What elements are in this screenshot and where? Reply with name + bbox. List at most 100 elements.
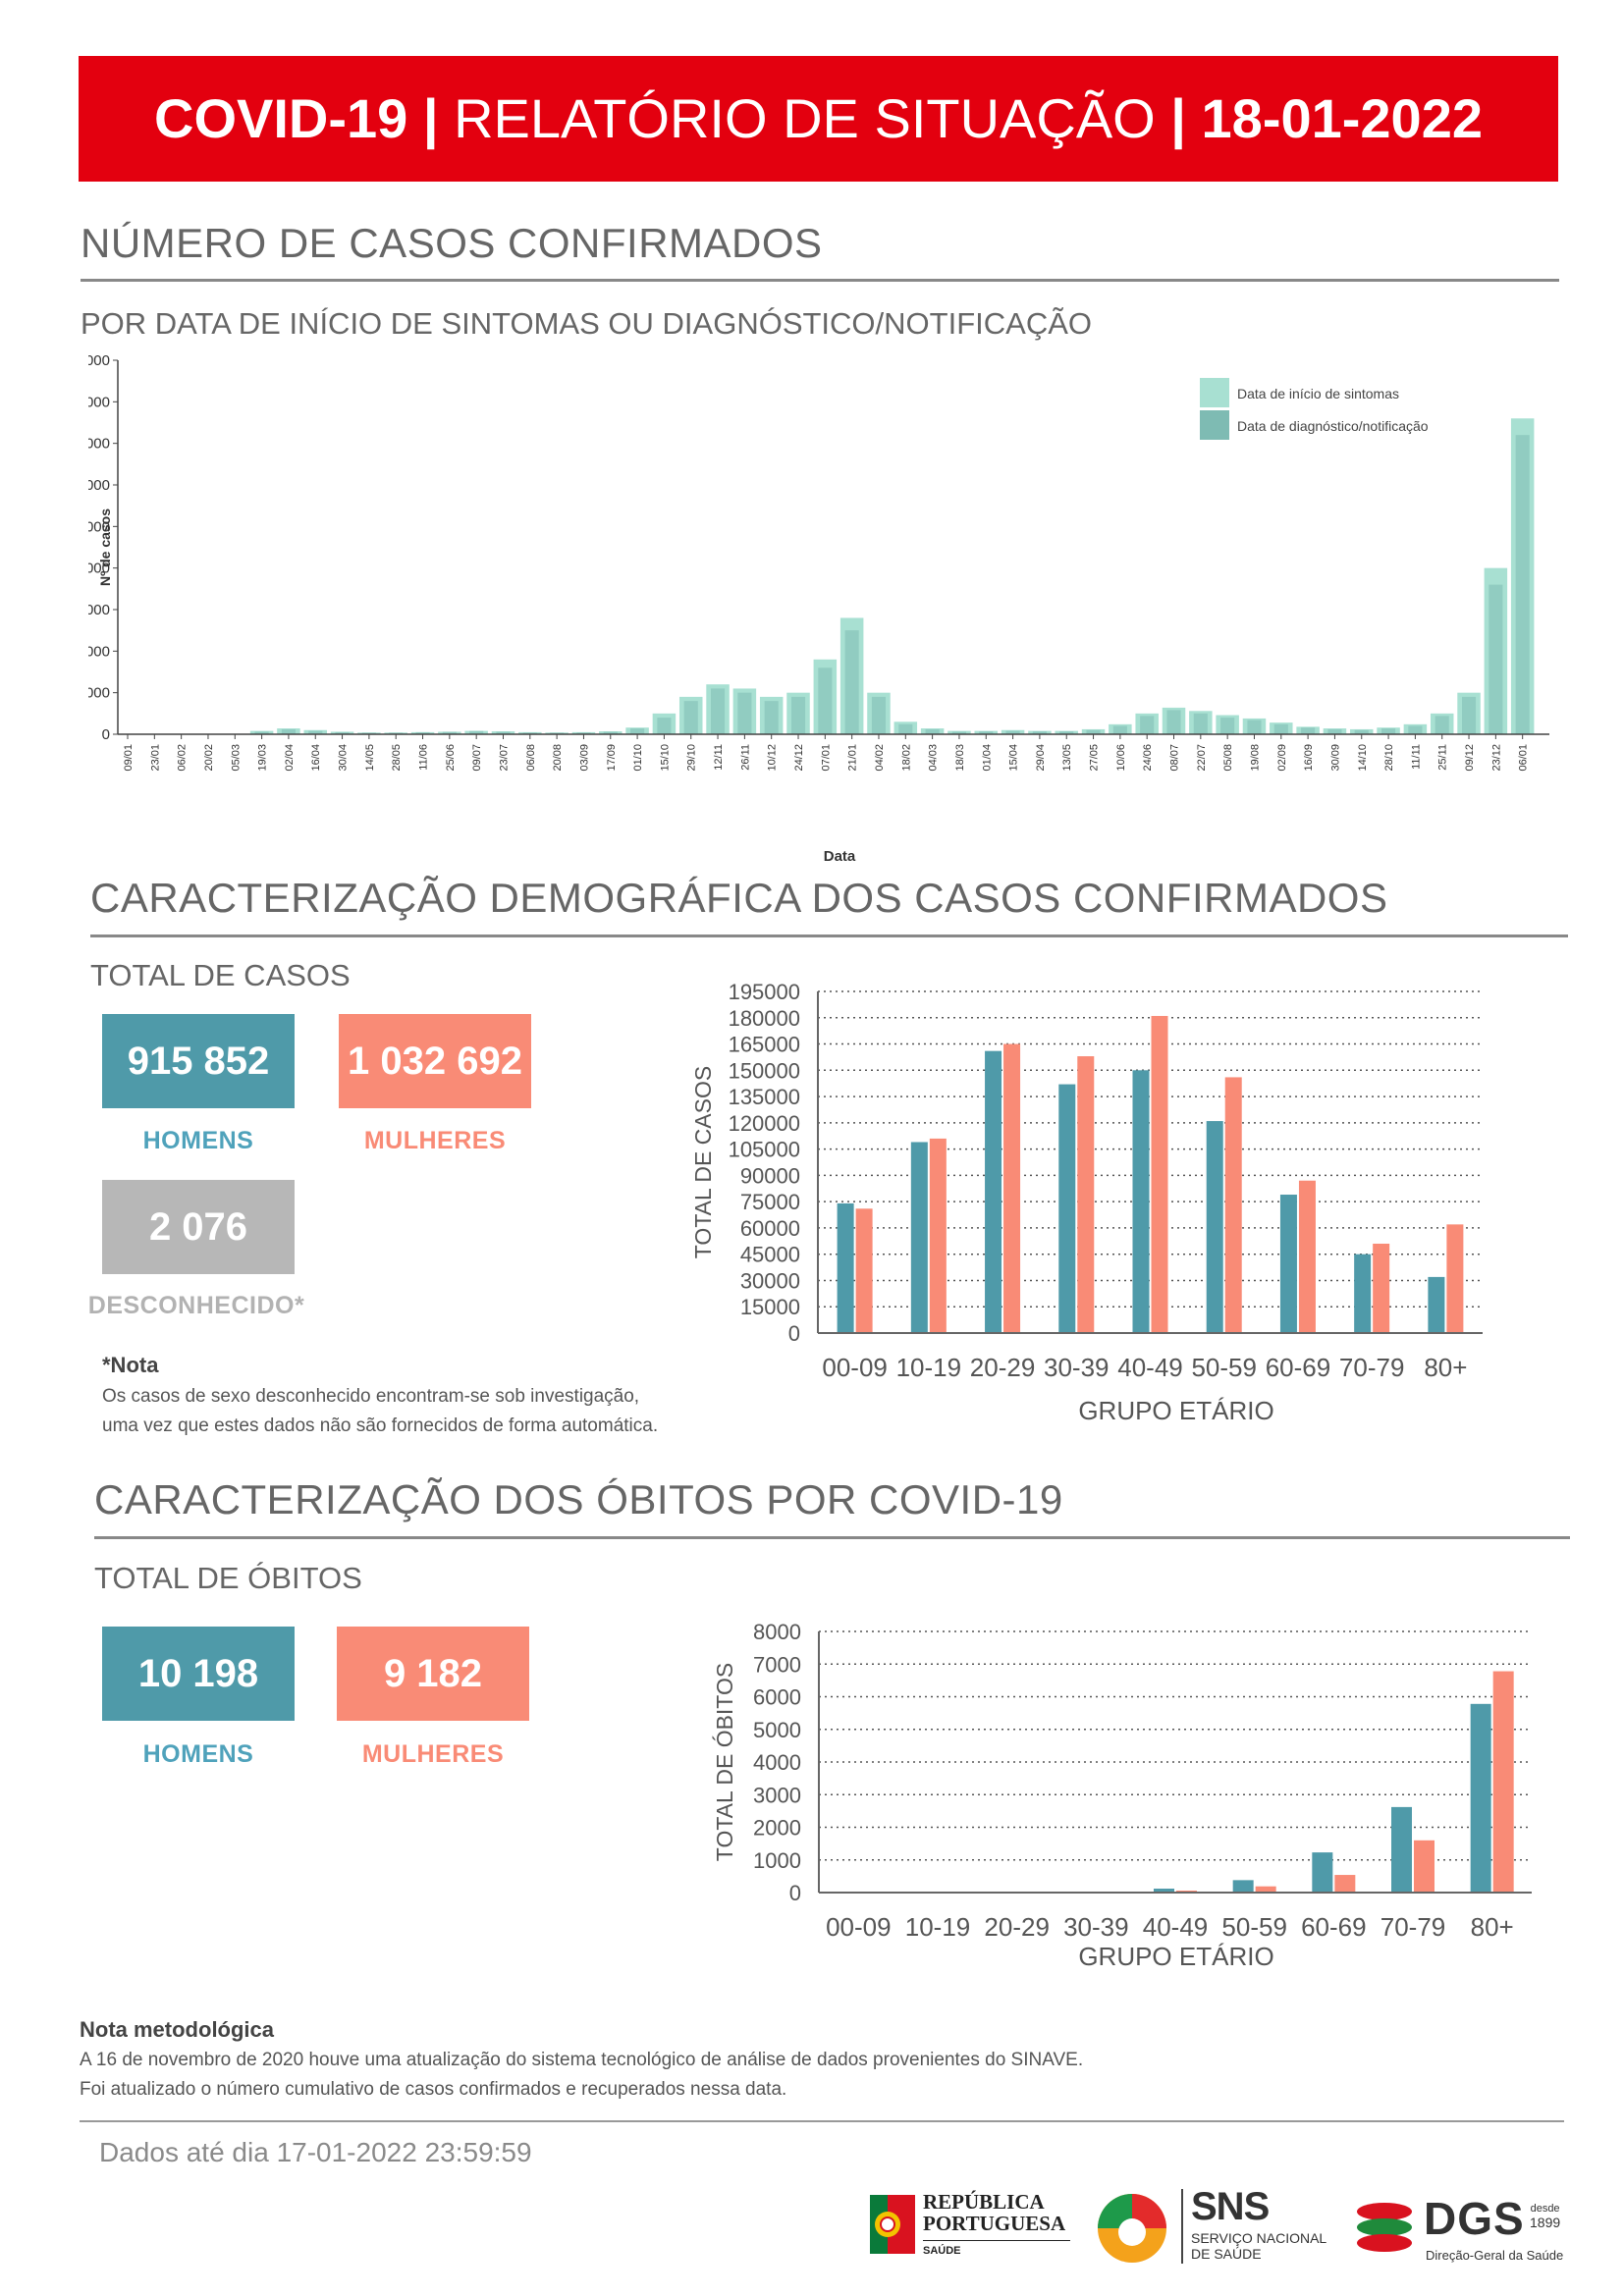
ts-ytick-label-9: 45000 — [88, 352, 110, 369]
ts-bar-notification-9 — [361, 732, 376, 734]
ts-xtick-label-39: 08/07 — [1169, 744, 1181, 772]
ts-xtick-label-37: 10/06 — [1115, 744, 1127, 772]
ca-ytick-label-1: 15000 — [740, 1295, 800, 1319]
da-xtick-label-5: 50-59 — [1221, 1912, 1287, 1942]
ts-xtick-label-4: 05/03 — [230, 744, 242, 772]
republica-divider — [923, 2240, 1070, 2241]
ts-bar-notification-40 — [1193, 713, 1208, 734]
ts-xtick-label-17: 03/09 — [578, 744, 590, 772]
ca-ytick-label-10: 150000 — [729, 1058, 800, 1083]
deaths-by-age-chart: 0 1000 2000 3000 4000 5000 6000 7000 8000 00-09 1… — [712, 1620, 1532, 1971]
ts-xtick-label-18: 17/09 — [606, 744, 618, 772]
da-ytick-label-0: 0 — [789, 1881, 801, 1905]
men-cases-label: HOMENS — [142, 1127, 254, 1154]
ca-xtick-label-7: 70-79 — [1339, 1353, 1405, 1382]
demographics-section-title: CARACTERIZAÇÃO DEMOGRÁFICA DOS CASOS CON… — [90, 875, 1388, 921]
ts-xtick-label-36: 27/05 — [1089, 744, 1101, 772]
da-xtick-label-3: 30-39 — [1063, 1912, 1129, 1942]
ca-bar-men-1 — [910, 1142, 928, 1333]
demographics-section-rule — [90, 934, 1568, 937]
ts-ytick-label-5: 25000 — [88, 518, 110, 535]
ca-ytick-label-5: 75000 — [740, 1190, 800, 1214]
ts-xtick-label-10: 28/05 — [391, 744, 403, 772]
data-until-text: Dados até dia 17-01-2022 23:59:59 — [99, 2137, 532, 2167]
ts-ytick-label-3: 15000 — [88, 602, 110, 618]
ts-xtick-label-45: 30/09 — [1329, 744, 1341, 772]
ca-ytick-label-13: 195000 — [729, 980, 800, 1004]
ts-bar-notification-8 — [335, 731, 350, 734]
ts-ytick-label-6: 30000 — [88, 477, 110, 494]
ts-bar-notification-41 — [1220, 718, 1235, 734]
da-xtick-label-1: 10-19 — [905, 1912, 971, 1942]
ts-ytick-label-4: 20000 — [88, 561, 110, 577]
demographics-note-line-1: Os casos de sexo desconhecido encontram-… — [102, 1386, 640, 1407]
ts-bar-notification-37 — [1112, 725, 1127, 734]
ts-bar-notification-28 — [871, 696, 887, 734]
ca-bar-women-4 — [1151, 1015, 1168, 1333]
ts-bar-notification-7 — [308, 730, 323, 734]
sns-divider — [1181, 2189, 1183, 2264]
ts-bar-notification-18 — [603, 731, 618, 734]
ts-xtick-label-25: 24/12 — [793, 744, 805, 772]
dgs-subtitle: Direção-Geral da Saúde — [1426, 2248, 1564, 2263]
ts-bar-notification-21 — [683, 701, 698, 734]
ts-xtick-label-19: 01/10 — [632, 744, 644, 772]
ca-ytick-label-4: 60000 — [740, 1216, 800, 1241]
ts-xtick-label-0: 09/01 — [123, 744, 135, 772]
ca-bar-men-0 — [837, 1202, 854, 1333]
da-bar-women-8 — [1492, 1671, 1514, 1893]
da-bar-men-6 — [1312, 1852, 1333, 1893]
ts-xtick-label-9: 14/05 — [364, 744, 376, 772]
da-bar-men-7 — [1391, 1806, 1412, 1893]
da-ytick-label-5: 5000 — [753, 1718, 801, 1742]
da-ytick-label-6: 6000 — [753, 1685, 801, 1710]
legend-label-symptoms: Data de início de sintomas — [1237, 386, 1399, 401]
ts-xtick-label-30: 04/03 — [928, 744, 940, 772]
ts-bar-notification-15 — [522, 732, 537, 734]
da-xtick-label-8: 80+ — [1471, 1912, 1514, 1942]
ca-xtick-label-6: 60-69 — [1266, 1353, 1331, 1382]
ts-xtick-label-50: 09/12 — [1464, 744, 1476, 772]
ts-xtick-label-15: 06/08 — [525, 744, 537, 772]
ca-xtick-label-5: 50-59 — [1191, 1353, 1257, 1382]
cases-age-x-axis-label: GRUPO ETÁRIO — [1078, 1396, 1273, 1425]
men-deaths-total: 10 198 — [102, 1627, 295, 1721]
ts-xtick-label-21: 29/10 — [686, 744, 698, 772]
demographics-note-title: *Nota — [102, 1353, 159, 1377]
banner-separator-2: | — [1170, 87, 1186, 149]
da-xtick-label-0: 00-09 — [826, 1912, 892, 1942]
method-note-line-1: A 16 de novembro de 2020 houve uma atual… — [80, 2050, 1084, 2070]
ts-x-axis-label: Data — [824, 848, 856, 865]
ts-bar-notification-44 — [1301, 727, 1316, 734]
ts-xtick-label-51: 23/12 — [1490, 744, 1502, 772]
dgs-since-word: desde — [1530, 2203, 1560, 2215]
ts-xtick-label-32: 01/04 — [981, 744, 993, 772]
ts-xtick-label-20: 15/10 — [659, 744, 671, 772]
sns-logo: SNS SERVIÇO NACIONAL DE SAÚDE — [1095, 2185, 1330, 2268]
dgs-emblem-icon — [1357, 2203, 1412, 2252]
ts-xtick-label-28: 04/02 — [874, 744, 886, 772]
ts-ytick-label-2: 10000 — [88, 643, 110, 660]
ts-xtick-label-40: 22/07 — [1196, 744, 1208, 772]
da-bar-women-5 — [1255, 1886, 1276, 1893]
ts-xtick-label-14: 23/07 — [498, 744, 510, 772]
da-ytick-label-1: 1000 — [753, 1848, 801, 1873]
ca-xtick-label-8: 80+ — [1424, 1353, 1467, 1382]
women-cases-label: MULHERES — [363, 1127, 507, 1154]
deaths-subtitle: TOTAL DE ÓBITOS — [94, 1561, 362, 1595]
da-bar-men-5 — [1232, 1880, 1254, 1893]
ts-xtick-label-35: 13/05 — [1061, 744, 1073, 772]
ts-xtick-label-26: 07/01 — [820, 744, 832, 772]
women-deaths-label: MULHERES — [361, 1740, 505, 1768]
ts-bar-notification-17 — [576, 732, 591, 734]
ts-ytick-label-0: 0 — [102, 726, 110, 743]
ts-xtick-label-42: 19/08 — [1249, 744, 1261, 772]
ts-ytick-label-7: 35000 — [88, 436, 110, 453]
ts-bar-notification-38 — [1140, 716, 1155, 734]
ca-bar-women-0 — [855, 1208, 873, 1333]
demographics-note-line-2: uma vez que estes dados não são fornecid… — [102, 1415, 659, 1436]
footer-rule — [80, 2120, 1564, 2122]
ca-bar-women-8 — [1446, 1224, 1464, 1333]
da-xtick-label-2: 20-29 — [984, 1912, 1050, 1942]
ts-xtick-label-24: 10/12 — [767, 744, 779, 772]
